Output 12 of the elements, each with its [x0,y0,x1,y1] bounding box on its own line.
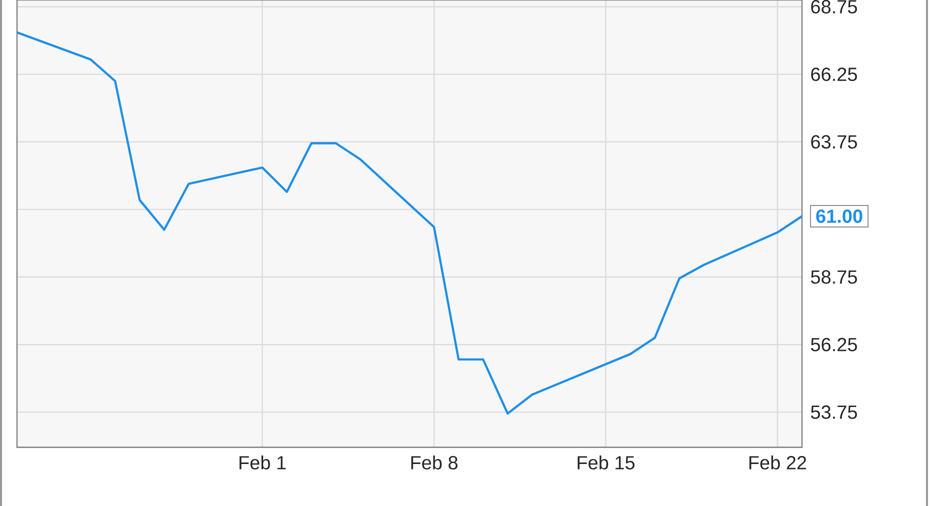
y-tick-label: 53.75 [810,405,857,419]
data-label: 61.00 [816,209,862,223]
y-tick-label: 56.25 [810,338,857,352]
y-tick-label: 66.25 [811,68,857,82]
x-tick-label: Feb 15 [578,455,635,470]
y-tick-label: 68.75 [811,0,857,14]
x-tick-label: Feb 8 [411,455,458,470]
x-tick-label: Feb 1 [240,455,286,470]
line-series [17,31,802,415]
x-tick-label: Feb 22 [749,455,806,470]
y-tick-label: 63.75 [811,135,857,149]
y-tick-label: 58.75 [810,270,857,284]
